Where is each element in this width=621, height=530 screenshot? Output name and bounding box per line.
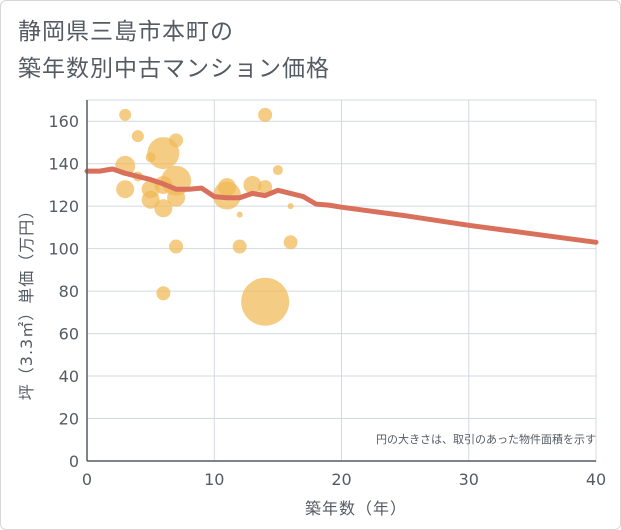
x-tick-label: 10 bbox=[204, 470, 224, 489]
y-axis-label: 坪（3.3㎡）単価（万円） bbox=[17, 202, 36, 400]
y-tick-label: 120 bbox=[48, 197, 79, 216]
data-bubble bbox=[116, 180, 135, 199]
x-tick-label: 40 bbox=[586, 470, 606, 489]
chart-title-line-1: 静岡県三島市本町の bbox=[18, 19, 234, 45]
y-tick-label: 140 bbox=[48, 155, 79, 174]
data-bubble bbox=[283, 235, 298, 250]
data-bubble bbox=[258, 107, 273, 122]
data-bubble bbox=[131, 130, 144, 143]
trend-line bbox=[84, 166, 599, 245]
x-tick-label: 0 bbox=[82, 470, 92, 489]
data-bubble bbox=[217, 178, 236, 197]
axis-labels: 築年数（年） 坪（3.3㎡）単価（万円） 円の大きさは、取引のあった物件面積を示… bbox=[17, 202, 596, 518]
data-bubble bbox=[119, 108, 132, 121]
y-tick-label: 0 bbox=[69, 452, 79, 471]
data-bubble bbox=[154, 199, 173, 218]
chart-title: 静岡県三島市本町の 築年数別中古マンション価格 bbox=[18, 14, 330, 88]
axes: 0 20 40 60 80 100 120 140 160 0 10 20 30 40 bbox=[48, 100, 606, 489]
bubble-series bbox=[115, 107, 298, 326]
data-bubble bbox=[272, 165, 283, 176]
data-bubble bbox=[243, 175, 262, 194]
data-bubble bbox=[258, 180, 273, 195]
y-tick-label: 20 bbox=[59, 410, 79, 429]
data-bubble bbox=[236, 211, 243, 218]
y-tick-label: 100 bbox=[48, 240, 79, 259]
chart-title-line-2: 築年数別中古マンション価格 bbox=[18, 56, 330, 82]
data-bubble bbox=[241, 277, 290, 326]
y-tick-label: 80 bbox=[59, 282, 79, 301]
grid-lines bbox=[86, 99, 597, 462]
data-bubble bbox=[167, 188, 186, 207]
y-tick-label: 40 bbox=[59, 367, 79, 386]
trend-line-group bbox=[84, 166, 599, 245]
x-tick-label: 30 bbox=[459, 470, 479, 489]
y-tick-label: 160 bbox=[48, 112, 79, 131]
x-axis-label: 築年数（年） bbox=[305, 499, 407, 518]
data-bubble bbox=[287, 203, 294, 210]
data-bubble bbox=[232, 239, 247, 254]
bubble-size-note: 円の大きさは、取引のあった物件面積を示す bbox=[376, 432, 596, 446]
data-bubble bbox=[156, 286, 171, 301]
data-bubble bbox=[169, 133, 184, 148]
y-tick-label: 60 bbox=[59, 325, 79, 344]
data-bubble bbox=[141, 190, 160, 209]
data-bubble bbox=[169, 239, 184, 254]
x-tick-label: 20 bbox=[331, 470, 351, 489]
